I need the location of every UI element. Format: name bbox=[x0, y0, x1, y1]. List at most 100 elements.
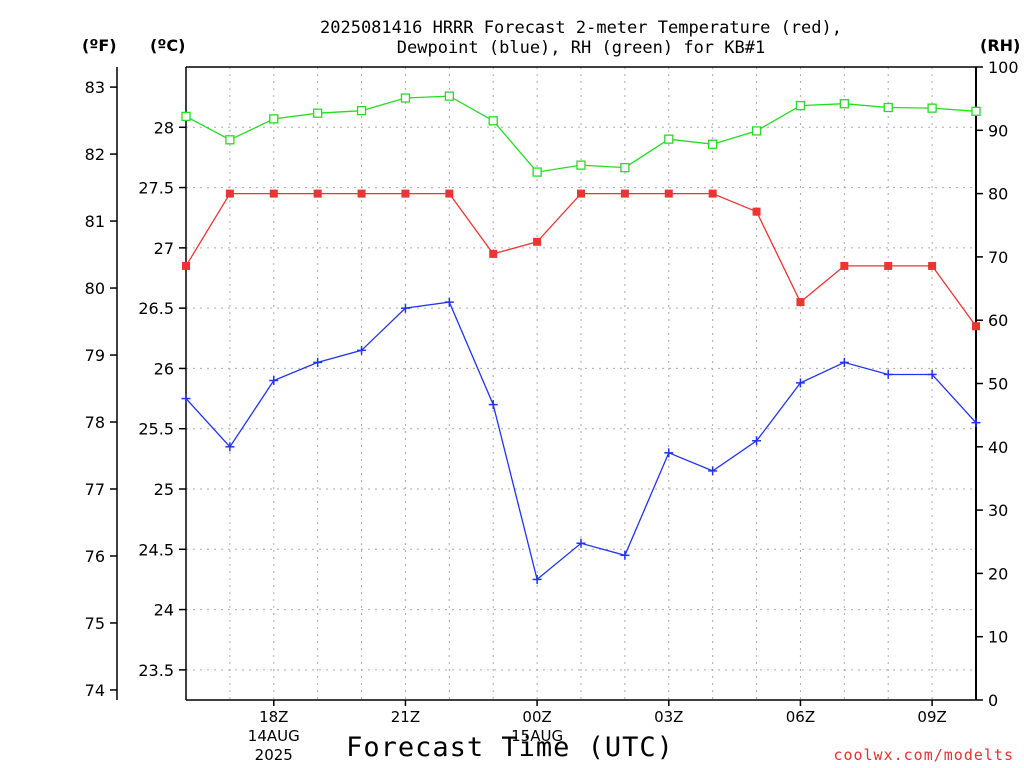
temperature-point bbox=[577, 189, 585, 198]
temperature-point bbox=[708, 189, 717, 198]
rh-point bbox=[269, 114, 279, 124]
celsius-tick-label: 27.5 bbox=[138, 179, 174, 198]
temperature-point bbox=[840, 261, 849, 270]
dewpoint-point bbox=[576, 538, 586, 548]
x-tick-label: 00Z bbox=[522, 708, 551, 726]
dewpoint-point bbox=[269, 375, 279, 385]
dewpoint-point bbox=[664, 448, 674, 458]
rh-tick-label: 50 bbox=[988, 375, 1008, 394]
celsius-tick-label: 24.5 bbox=[138, 540, 174, 559]
dewpoint-point bbox=[971, 418, 981, 428]
rh-point bbox=[883, 102, 893, 113]
celsius-tick-label: 23.5 bbox=[138, 661, 174, 680]
celsius-tick-label: 25 bbox=[154, 480, 174, 499]
fahrenheit-tick-label: 83 bbox=[85, 78, 105, 97]
chart-title-line-2: Dewpoint (blue), RH (green) for KB#1 bbox=[396, 38, 766, 58]
rh-point bbox=[225, 135, 235, 145]
x-tick-label: 06Z bbox=[786, 708, 815, 726]
rh-point bbox=[620, 162, 630, 173]
fahrenheit-tick-label: 76 bbox=[85, 547, 105, 566]
temperature-point bbox=[620, 189, 629, 198]
rh-point bbox=[356, 106, 367, 116]
temperature-point bbox=[401, 189, 410, 198]
celsius-tick-label: 24 bbox=[154, 601, 174, 620]
dewpoint-point bbox=[752, 436, 762, 446]
dewpoint-point bbox=[488, 400, 498, 410]
x-axis-title: Forecast Time (UTC) bbox=[346, 732, 674, 763]
rh-tick-label: 10 bbox=[988, 628, 1008, 647]
rh-point bbox=[444, 91, 454, 101]
rh-tick-label: 60 bbox=[988, 311, 1008, 330]
dewpoint-point bbox=[357, 345, 367, 355]
temperature-point bbox=[269, 189, 278, 198]
dewpoint-point bbox=[444, 297, 454, 307]
temperature-point bbox=[664, 189, 673, 198]
rh-point bbox=[795, 100, 806, 111]
rh-tick-label: 40 bbox=[988, 438, 1008, 457]
celsius-tick-label: 27 bbox=[154, 239, 174, 258]
rh-point bbox=[664, 134, 674, 144]
rh-point bbox=[708, 139, 718, 149]
rh-point bbox=[181, 111, 191, 122]
rh-tick-label: 0 bbox=[988, 691, 998, 710]
temperature-point bbox=[225, 189, 234, 198]
x-tick-date-label: 15AUG bbox=[511, 727, 563, 745]
fahrenheit-tick-label: 81 bbox=[85, 212, 105, 231]
fahrenheit-tick-label: 77 bbox=[85, 480, 105, 499]
celsius-tick-label: 26 bbox=[154, 359, 174, 378]
celsius-unit-label: (ºC) bbox=[150, 36, 186, 55]
dewpoint-point bbox=[795, 378, 805, 388]
rh-tick-label: 20 bbox=[988, 564, 1008, 583]
fahrenheit-tick-label: 82 bbox=[85, 145, 105, 164]
fahrenheit-tick-label: 74 bbox=[85, 681, 105, 700]
temperature-point bbox=[972, 322, 980, 331]
rh-unit-label: (RH) bbox=[980, 36, 1021, 55]
credit-link[interactable]: coolwx.com/modelts bbox=[833, 746, 1014, 764]
temperature-point bbox=[796, 298, 805, 307]
rh-point bbox=[400, 93, 411, 103]
x-tick-label: 09Z bbox=[917, 708, 946, 726]
dewpoint-point bbox=[620, 550, 630, 560]
rh-tick-label: 80 bbox=[988, 185, 1008, 204]
rh-tick-label: 70 bbox=[988, 248, 1008, 267]
rh-point bbox=[839, 99, 849, 109]
celsius-tick-label: 25.5 bbox=[138, 420, 174, 439]
celsius-tick-label: 28 bbox=[154, 118, 174, 137]
temperature-point bbox=[313, 189, 322, 198]
chart-title-line-1: 2025081416 HRRR Forecast 2-meter Tempera… bbox=[320, 18, 842, 38]
celsius-tick-label: 26.5 bbox=[138, 299, 174, 318]
temperature-point bbox=[357, 189, 366, 198]
x-tick-label: 21Z bbox=[391, 708, 420, 726]
dewpoint-point bbox=[883, 369, 893, 379]
x-tick-label: 18Z bbox=[259, 708, 288, 726]
dewpoint-point bbox=[532, 574, 542, 584]
temperature-point bbox=[928, 261, 937, 270]
dewpoint-point bbox=[708, 466, 718, 476]
dewpoint-point bbox=[839, 357, 849, 367]
dewpoint-point bbox=[927, 369, 937, 379]
rh-point bbox=[971, 106, 981, 116]
fahrenheit-tick-label: 79 bbox=[85, 346, 105, 365]
rh-point bbox=[488, 116, 498, 126]
temperature-point bbox=[752, 207, 761, 216]
fahrenheit-unit-label: (ºF) bbox=[82, 36, 117, 55]
temperature-point bbox=[533, 237, 542, 246]
dewpoint-point bbox=[313, 357, 323, 367]
rh-point bbox=[313, 108, 323, 118]
rh-point bbox=[751, 126, 762, 136]
fahrenheit-tick-label: 75 bbox=[85, 614, 105, 633]
rh-tick-label: 30 bbox=[988, 501, 1008, 520]
fahrenheit-tick-label: 80 bbox=[85, 279, 105, 298]
temperature-point bbox=[182, 261, 190, 270]
rh-tick-label: 100 bbox=[988, 58, 1019, 77]
temperature-point bbox=[489, 249, 498, 258]
fahrenheit-tick-label: 78 bbox=[85, 413, 105, 432]
rh-tick-label: 90 bbox=[988, 121, 1008, 140]
x-tick-date-label: 14AUG bbox=[248, 727, 300, 745]
rh-point bbox=[532, 167, 542, 177]
temperature-point bbox=[884, 261, 893, 270]
x-tick-year-label: 2025 bbox=[255, 746, 293, 764]
dewpoint-point bbox=[400, 303, 410, 313]
x-tick-label: 03Z bbox=[654, 708, 683, 726]
